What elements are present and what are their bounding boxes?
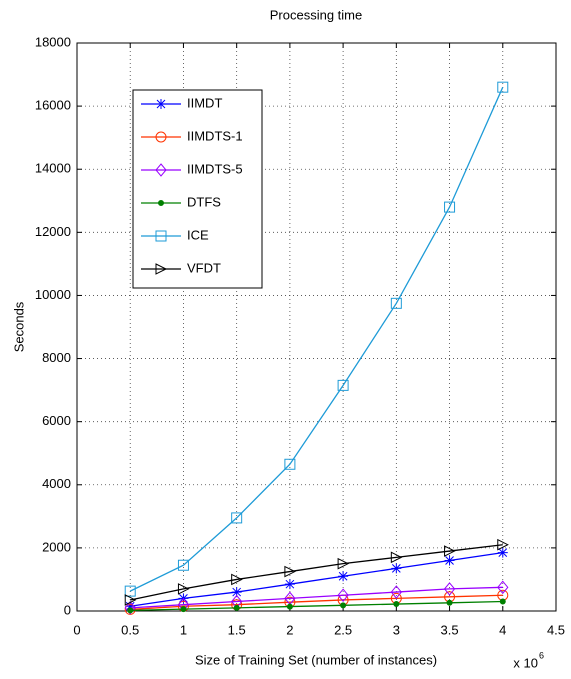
y-tick-label: 14000 <box>35 161 71 176</box>
marker <box>337 588 349 603</box>
series-line <box>130 594 503 611</box>
legend-label: IIMDTS-1 <box>187 128 243 143</box>
marker <box>337 379 349 391</box>
marker <box>390 585 402 599</box>
x-multiplier-exponent: 6 <box>539 650 544 660</box>
x-tick-label: 1.5 <box>228 622 246 637</box>
legend-label: DTFS <box>187 194 221 209</box>
x-tick-label: 3.5 <box>441 622 459 637</box>
x-tick-label: 3 <box>393 622 400 637</box>
marker <box>127 607 134 614</box>
legend-label: IIMDT <box>187 95 222 110</box>
chart-title: Processing time <box>270 7 362 22</box>
marker <box>233 604 240 611</box>
marker <box>444 201 456 213</box>
marker <box>393 601 400 608</box>
marker <box>284 565 297 578</box>
marker <box>231 512 243 524</box>
marker <box>177 583 190 595</box>
marker <box>124 585 136 597</box>
legend-label: IIMDTS-5 <box>187 161 243 176</box>
series-line <box>129 86 504 592</box>
marker <box>158 200 164 206</box>
y-tick-label: 0 <box>64 602 71 617</box>
x-tick-label: 4 <box>499 622 506 637</box>
marker <box>177 559 189 571</box>
y-tick-label: 12000 <box>35 224 71 239</box>
legend-box <box>132 89 263 289</box>
axes-box <box>76 42 557 612</box>
legend-label: VFDT <box>187 260 221 275</box>
marker <box>155 163 167 177</box>
x-tick-label: 4.5 <box>547 622 565 637</box>
x-tick-label: 2.5 <box>334 622 352 637</box>
marker <box>284 458 296 470</box>
marker <box>231 587 242 598</box>
marker <box>443 582 456 596</box>
legend-label: ICE <box>187 227 209 242</box>
x-multiplier: x 10 <box>513 655 538 670</box>
series-line <box>130 600 503 612</box>
marker <box>497 538 509 551</box>
marker <box>497 580 509 595</box>
marker <box>338 571 349 582</box>
marker <box>155 230 167 242</box>
y-tick-label: 16000 <box>35 98 71 113</box>
x-axis-label: Size of Training Set (number of instance… <box>195 652 437 667</box>
y-tick-label: 18000 <box>35 34 71 49</box>
marker <box>180 606 187 613</box>
x-tick-label: 0.5 <box>121 622 139 637</box>
marker <box>155 131 167 143</box>
marker <box>286 603 293 610</box>
marker <box>390 551 403 564</box>
y-tick-label: 8000 <box>42 350 71 365</box>
marker <box>444 545 456 557</box>
series-line <box>130 551 503 607</box>
y-axis-label: Seconds <box>11 301 26 352</box>
marker <box>497 81 509 93</box>
marker <box>444 555 455 566</box>
marker <box>125 601 136 612</box>
series-line <box>130 544 503 601</box>
x-tick-label: 2 <box>286 622 293 637</box>
marker <box>337 557 350 570</box>
marker <box>497 547 508 558</box>
marker <box>156 99 166 109</box>
y-tick-label: 6000 <box>42 413 71 428</box>
y-tick-label: 2000 <box>42 539 71 554</box>
marker <box>340 602 347 609</box>
marker <box>446 599 453 606</box>
x-tick-label: 0 <box>73 622 80 637</box>
marker <box>499 598 506 605</box>
marker <box>124 601 136 615</box>
marker <box>391 563 402 574</box>
marker <box>284 579 295 590</box>
series-line <box>130 586 503 609</box>
marker <box>390 297 402 309</box>
marker <box>155 263 168 275</box>
y-tick-label: 10000 <box>35 287 71 302</box>
x-tick-label: 1 <box>180 622 187 637</box>
marker <box>231 573 243 586</box>
marker <box>124 594 137 606</box>
y-tick-label: 4000 <box>42 476 71 491</box>
